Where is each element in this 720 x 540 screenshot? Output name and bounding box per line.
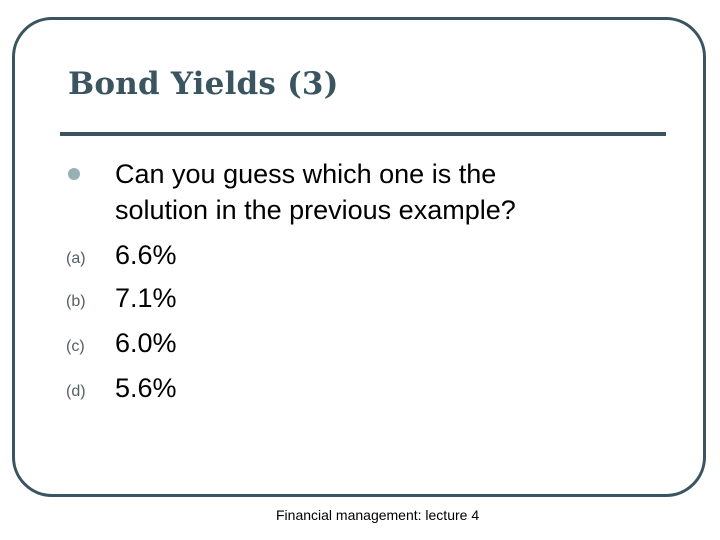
title-divider [60,132,666,136]
option-value-d: 5.6% [115,373,177,403]
option-value-b: 7.1% [115,283,177,313]
question-line-1: Can you guess which one is the [115,159,497,189]
option-marker-c: (c) [66,338,85,355]
slide-title: Bond Yields (3) [68,66,339,102]
option-marker-b: (b) [66,293,86,310]
question-text: Can you guess which one is the solution … [115,156,615,228]
question-line-2: solution in the previous example? [115,195,516,225]
bullet-dot-icon [68,168,80,180]
option-marker-d: (d) [66,383,86,400]
option-value-a: 6.6% [115,240,177,270]
option-value-c: 6.0% [115,328,177,358]
slide-frame [12,17,706,497]
option-marker-a: (a) [66,250,86,267]
slide-footer: Financial management: lecture 4 [276,507,480,523]
